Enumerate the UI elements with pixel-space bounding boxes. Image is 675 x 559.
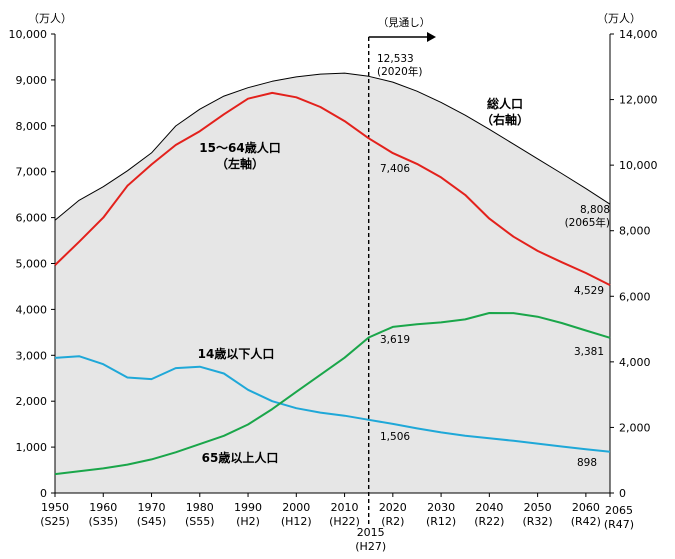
x-tick-label: 2050 — [524, 501, 552, 514]
x-tick-era: (S25) — [40, 515, 70, 528]
right-tick-label: 10,000 — [619, 159, 658, 172]
total-population-line — [54, 72, 611, 221]
x-tick-label: 1990 — [234, 501, 262, 514]
right-tick-label: 0 — [619, 487, 626, 500]
left-tick-label: 8,000 — [16, 120, 48, 133]
x-tick-era: (R2) — [381, 515, 404, 528]
x-tick-era: (R12) — [426, 515, 456, 528]
x-tick-era: (S55) — [185, 515, 215, 528]
right-tick-label: 12,000 — [619, 94, 658, 107]
age-0-14-label: 14歳以下人口 — [198, 346, 275, 361]
x-tick-label: 1950 — [41, 501, 69, 514]
age-0-14-line — [54, 355, 611, 453]
age-15-64-2065-value: 4,529 — [574, 285, 604, 297]
right-tick-label: 6,000 — [619, 290, 651, 303]
x-tick-era: (H2) — [236, 515, 260, 528]
forecast-year-label: 2015 — [357, 526, 385, 539]
right-tick-label: 14,000 — [619, 28, 658, 41]
total-population-area — [55, 73, 610, 493]
left-tick-label: 0 — [40, 487, 47, 500]
x-tick-era: (H22) — [329, 515, 360, 528]
forecast-arrowhead — [427, 32, 436, 42]
left-tick-label: 5,000 — [16, 258, 48, 271]
left-tick-label: 10,000 — [9, 28, 48, 41]
right-tick-label: 4,000 — [619, 356, 651, 369]
total-population-label: 総人口 — [487, 96, 523, 111]
x-tick-era: (R47) — [604, 518, 634, 531]
right-tick-label: 2,000 — [619, 421, 651, 434]
x-tick-era: (S45) — [137, 515, 167, 528]
x-tick-label: 2040 — [475, 501, 503, 514]
left-tick-label: 4,000 — [16, 303, 48, 316]
total-2065-value-sub: (2065年) — [565, 216, 610, 229]
x-tick-label: 1960 — [89, 501, 117, 514]
x-tick-label: 1980 — [186, 501, 214, 514]
age-65plus-label: 65歳以上人口 — [202, 450, 279, 465]
x-tick-era: (S35) — [88, 515, 118, 528]
x-tick-era: (H12) — [281, 515, 312, 528]
left-tick-label: 6,000 — [16, 212, 48, 225]
age-65plus-line — [54, 312, 611, 476]
age-0-14-2020-value: 1,506 — [380, 431, 410, 443]
x-tick-label: 2020 — [379, 501, 407, 514]
x-tick-era: (R42) — [571, 515, 601, 528]
total-2020-value: 12,533 — [377, 53, 414, 65]
age-65plus-2020-value: 3,619 — [380, 334, 410, 346]
x-tick-label: 1970 — [138, 501, 166, 514]
x-tick-label: 2065 — [605, 504, 633, 517]
x-tick-era: (R22) — [474, 515, 504, 528]
forecast-label: （見通し） — [378, 17, 431, 29]
age-0-14-2065-value: 898 — [577, 457, 597, 469]
x-tick-label: 2010 — [331, 501, 359, 514]
total-2065-value: 8,808 — [580, 204, 610, 216]
x-tick-label: 2060 — [572, 501, 600, 514]
left-tick-label: 7,000 — [16, 166, 48, 179]
left-tick-label: 2,000 — [16, 395, 48, 408]
left-axis-unit: （万人） — [28, 12, 72, 25]
age-65plus-2065-value: 3,381 — [574, 346, 604, 358]
total-population-label: （右軸） — [481, 112, 529, 127]
age-15-64-label: （左軸） — [216, 156, 264, 171]
right-axis-unit: （万人） — [597, 12, 641, 25]
left-tick-label: 1,000 — [16, 441, 48, 454]
age-15-64-2020-value: 7,406 — [380, 163, 410, 175]
total-2020-value-sub: (2020年) — [377, 65, 422, 78]
x-tick-label: 2030 — [427, 501, 455, 514]
x-tick-era: (R32) — [522, 515, 552, 528]
right-tick-label: 8,000 — [619, 225, 651, 238]
left-tick-label: 3,000 — [16, 349, 48, 362]
forecast-era-label: (H27) — [355, 540, 386, 553]
left-tick-label: 9,000 — [16, 74, 48, 87]
age-15-64-line — [54, 91, 611, 286]
age-15-64-label: 15～64歳人口 — [199, 140, 280, 155]
x-tick-label: 2000 — [282, 501, 310, 514]
